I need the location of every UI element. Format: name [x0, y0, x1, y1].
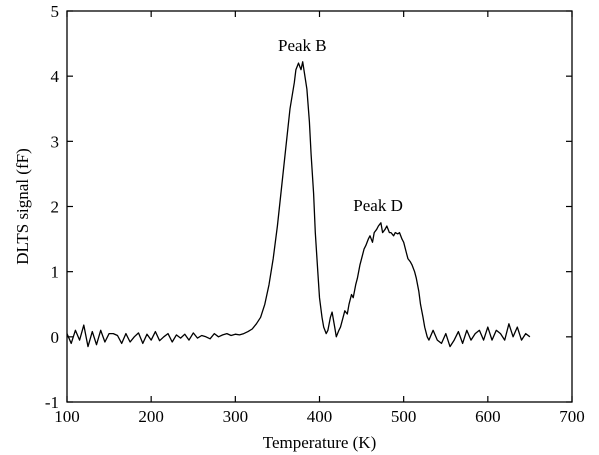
annotations: Peak B Peak D [278, 36, 403, 215]
x-tick-label: 300 [223, 407, 249, 426]
y-tick-label: 1 [51, 263, 60, 282]
y-tick-label: 2 [51, 198, 60, 217]
y-tick-label: 5 [51, 2, 60, 21]
series-line [66, 61, 531, 348]
x-tick-label: 200 [138, 407, 164, 426]
y-tick-label: 3 [51, 132, 60, 151]
x-tick-label: 400 [307, 407, 333, 426]
x-tick-label: 600 [475, 407, 501, 426]
y-axis-title: DLTS signal (fF) [13, 148, 32, 265]
peak-annotation: Peak D [353, 196, 403, 215]
x-tick-label: 700 [559, 407, 585, 426]
y-tick-label: 4 [51, 67, 60, 86]
y-tick-label: 0 [51, 328, 60, 347]
x-tick-label: 500 [391, 407, 417, 426]
x-tick-label: 100 [54, 407, 80, 426]
y-tick-label: -1 [45, 393, 59, 412]
x-axis-title: Temperature (K) [263, 433, 377, 452]
peak-annotation: Peak B [278, 36, 327, 55]
tick-labels: 100 200 300 400 500 600 700 -1 0 1 2 3 4 5 [45, 2, 585, 426]
